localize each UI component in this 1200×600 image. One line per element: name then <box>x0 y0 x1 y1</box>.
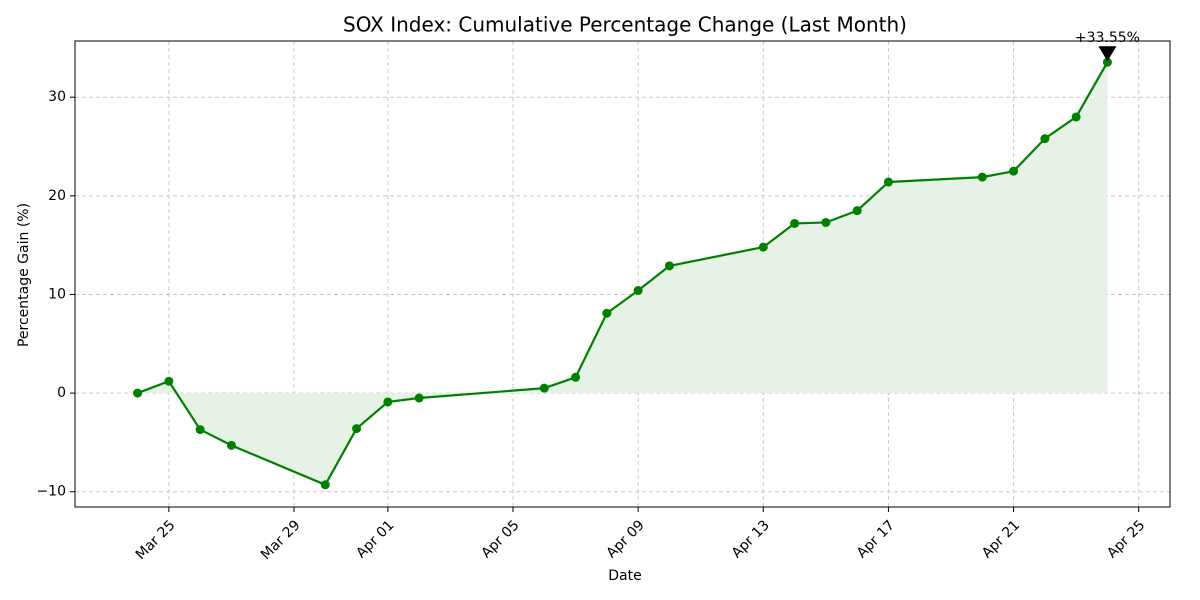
point <box>195 425 205 435</box>
point <box>539 383 549 393</box>
point <box>164 376 174 386</box>
point <box>1009 166 1019 176</box>
x-tick-label: Apr 13 <box>729 517 773 561</box>
point <box>1040 134 1050 144</box>
plot-frame <box>74 40 1171 508</box>
x-tick-label: Apr 05 <box>478 517 522 561</box>
point <box>226 440 236 450</box>
y-tick-label: 30 <box>48 89 66 105</box>
x-tick-label: Apr 09 <box>604 517 648 561</box>
point <box>633 286 643 296</box>
y-tick-label: −10 <box>36 484 66 500</box>
y-tick-label: 20 <box>48 188 66 204</box>
y-axis-label: Percentage Gain (%) <box>16 203 32 347</box>
point <box>1102 57 1112 67</box>
x-tick-label: Apr 21 <box>979 517 1023 561</box>
x-tick-label: Apr 25 <box>1104 517 1148 561</box>
point <box>383 397 393 407</box>
point <box>352 424 362 434</box>
point <box>821 217 831 227</box>
point <box>790 218 800 228</box>
point <box>133 388 143 398</box>
point <box>664 261 674 271</box>
chart-title: SOX Index: Cumulative Percentage Change … <box>343 13 907 37</box>
point <box>758 242 768 252</box>
x-tick-label: Mar 29 <box>258 517 304 563</box>
point <box>414 393 424 403</box>
point <box>571 372 581 382</box>
point <box>852 206 862 216</box>
area <box>137 62 1108 485</box>
x-tick-label: Mar 25 <box>133 517 179 563</box>
point <box>977 172 987 182</box>
annotation-marker <box>1098 46 1117 62</box>
y-tick-label: 0 <box>57 385 66 401</box>
y-tick-label: 10 <box>48 286 66 302</box>
point <box>320 480 330 490</box>
point <box>883 177 893 187</box>
x-tick-label: Apr 17 <box>854 517 898 561</box>
x-axis-label: Date <box>608 568 641 584</box>
x-tick-label: Apr 01 <box>353 517 397 561</box>
point <box>602 308 612 318</box>
annotation: +33.55% <box>1075 30 1140 46</box>
point <box>1071 112 1081 122</box>
